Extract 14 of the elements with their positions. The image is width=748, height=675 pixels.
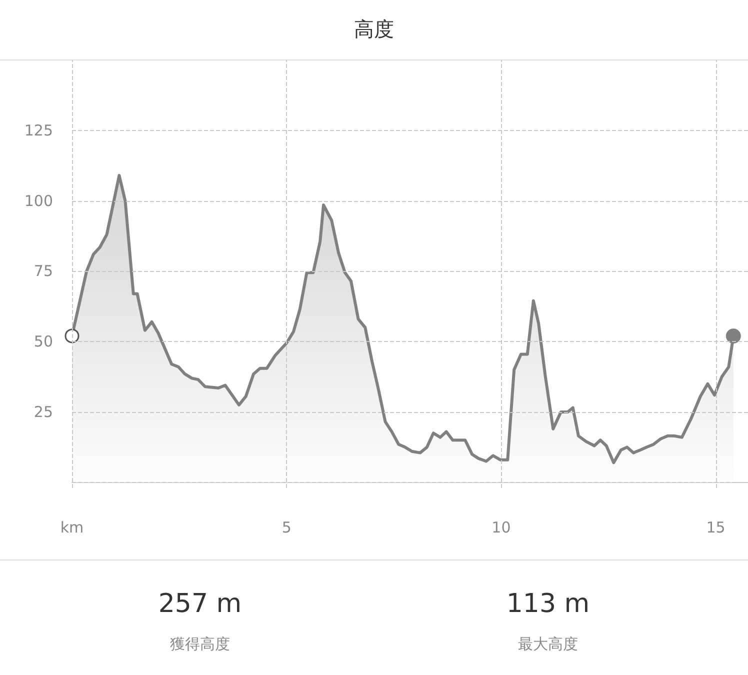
y-tick-label: 100 xyxy=(24,192,53,210)
y-tick-label: 125 xyxy=(24,121,53,140)
x-tick-label: km xyxy=(60,518,84,536)
y-tick-label: 75 xyxy=(34,262,53,280)
chart-title: 高度 xyxy=(354,17,394,41)
x-tick-label: 10 xyxy=(492,518,511,536)
text: 257 m xyxy=(158,589,242,619)
y-tick-label: 25 xyxy=(34,402,53,421)
y-tick-label: 50 xyxy=(34,332,53,351)
text: 113 m xyxy=(506,589,590,619)
x-tick-label: 15 xyxy=(706,518,726,536)
text: 最大高度 xyxy=(518,635,578,653)
text: 獲得高度 xyxy=(170,635,230,653)
x-tick-label: 5 xyxy=(282,518,292,536)
